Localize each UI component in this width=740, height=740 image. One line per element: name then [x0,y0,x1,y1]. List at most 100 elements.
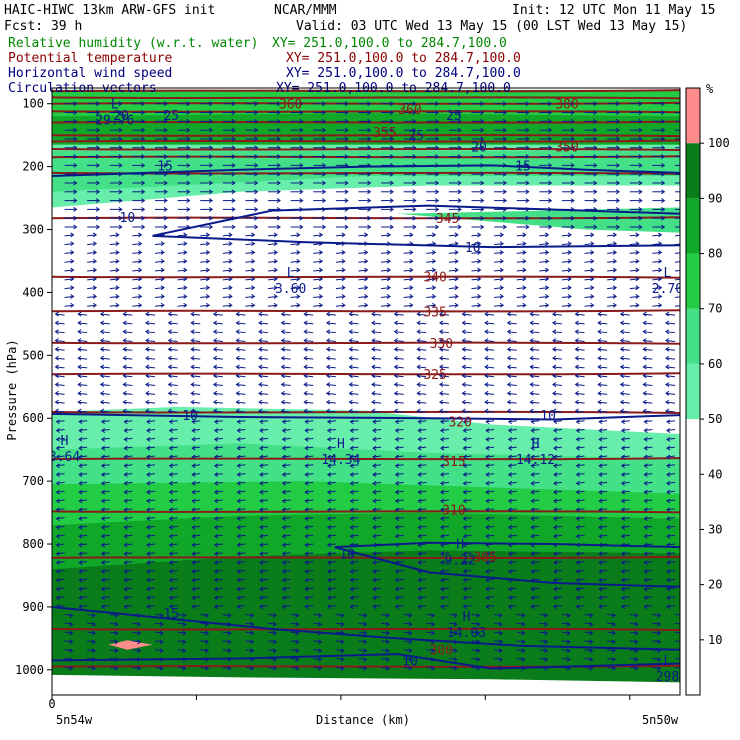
vector-arrow-head [146,419,151,425]
vector-arrow [440,464,449,467]
vector-arrow-head [476,648,481,654]
vector-arrow [463,569,472,572]
vector-arrow [192,481,201,484]
vector-arrow-head [666,569,671,574]
vector-arrow [101,517,110,520]
vector-arrow-head [642,390,647,396]
vector-arrow-head [371,311,376,317]
vector-arrow [463,437,472,440]
vector-arrow-head [615,224,621,230]
vector-arrow [531,464,540,467]
vector-arrow [326,348,336,351]
vector-arrow [335,658,344,661]
vector-arrow-head [661,180,666,186]
vector-arrow-head [548,145,553,151]
vector-arrow-head [484,346,489,352]
vector-arrow [124,587,133,590]
vector-arrow-head [635,302,640,308]
vector-arrow [561,269,571,272]
vector-arrow [146,552,156,555]
vector-arrow [508,429,517,432]
vector-arrow [335,640,344,643]
vector-arrow-head [575,525,580,530]
vector-arrow [599,499,608,502]
vector-arrow-head [435,118,440,124]
vector-arrow-head [70,285,75,291]
vector-arrow [665,392,676,395]
vector-arrow-head [553,569,558,574]
vector-arrow [55,384,65,387]
vector-arrow-head [123,489,128,495]
vector-arrow-head [137,665,142,671]
vector-arrow-head [462,445,467,451]
vector-arrow [643,366,653,369]
vector-arrow-head [367,136,372,142]
vector-arrow-head [394,472,399,478]
vector-arrow-head [634,648,639,654]
vector-arrow [598,384,608,387]
vector-arrow [539,631,548,634]
vector-arrow-head [545,276,550,282]
vector-arrow-head [666,551,671,557]
vector-arrow-head [228,285,233,291]
vector-arrow-head [432,267,437,273]
vector-arrow-head [344,171,349,177]
vector-arrow [305,578,314,581]
vector-arrow-head [502,101,508,107]
vector-arrow [576,569,585,572]
vector-arrow [55,357,65,360]
vector-arrow [109,260,119,263]
vector-arrow [494,251,504,254]
vector-arrow-head [91,613,97,618]
vector-arrow-head [666,577,671,583]
extremum-value: 14.03 [447,626,486,641]
theta-label: 310 [442,503,465,518]
vector-arrow [561,295,571,298]
vector-arrow [101,446,110,449]
vector-arrow-head [186,145,191,151]
vector-arrow-head [212,364,218,370]
vector-arrow [101,473,110,476]
vector-arrow [64,304,74,307]
vector-arrow [154,260,165,263]
vector-arrow-head [213,595,219,601]
vector-arrow-head [138,302,143,308]
vector-arrow [177,269,187,272]
vector-arrow [304,375,314,378]
vector-arrow-head [439,533,445,539]
vector-arrow [621,561,630,564]
vector-arrow [439,357,449,360]
vector-arrow-head [454,241,459,247]
vector-arrow-head [114,639,119,645]
vector-arrow-head [228,250,233,255]
y-tick-label: 200 [22,160,44,174]
vector-arrow [64,613,73,616]
vector-arrow-head [344,101,349,107]
vector-arrow [486,420,495,423]
vector-arrow-head [634,613,639,618]
vector-arrow-head [167,346,172,352]
vector-arrow-head [145,373,150,379]
vector-arrow-head [642,338,647,343]
vector-arrow [124,437,133,440]
vector-arrow [552,331,562,334]
vector-arrow-head [485,419,490,425]
vector-arrow [494,631,503,634]
vector-arrow [192,455,201,458]
vector-arrow-head [276,180,281,186]
vector-arrow [213,331,223,334]
vector-arrow-head [348,408,353,414]
vector-arrow [101,605,110,608]
vector-arrow-head [461,320,466,326]
vector-arrow-head [118,180,123,186]
vector-arrow-head [367,154,372,159]
vector-arrow-head [70,276,75,282]
wind-label: 10 [540,409,556,424]
vector-arrow [394,348,404,351]
vector-arrow [485,339,495,342]
vector-arrow-head [183,294,188,299]
vector-arrow-head [575,533,580,539]
vector-arrow [335,287,345,290]
vector-arrow-head [619,390,625,396]
extremum-value: 14.12 [516,453,555,468]
